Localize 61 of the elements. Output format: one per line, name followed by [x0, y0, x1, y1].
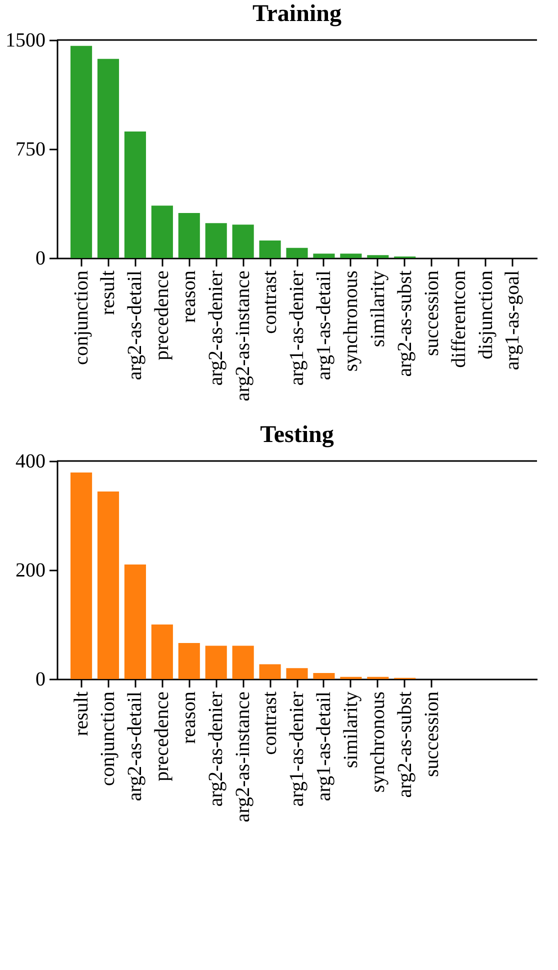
bar — [286, 248, 308, 258]
x-tick-label: contrast — [259, 270, 282, 334]
bar — [205, 646, 227, 679]
y-tick-label: 0 — [36, 668, 46, 690]
x-tick-label: conjunction — [70, 270, 92, 365]
y-tick-label: 1500 — [6, 30, 46, 52]
bar — [151, 206, 173, 258]
x-tick-label: differentcon — [448, 270, 470, 368]
bar — [178, 643, 200, 679]
x-tick-label: arg1-as-detail — [312, 270, 335, 380]
x-tick-label: succession — [420, 270, 443, 356]
x-tick-label: reason — [178, 270, 200, 323]
bar — [205, 223, 227, 258]
x-tick-label: succession — [420, 692, 443, 778]
bar — [124, 564, 146, 679]
bar — [313, 673, 335, 679]
bar — [259, 240, 281, 258]
x-tick-label: precedence — [151, 691, 174, 782]
x-tick-label: arg2-as-subst — [394, 270, 416, 377]
x-tick-label: arg1-as-denier — [286, 270, 308, 386]
x-tick-label: arg2-as-subst — [394, 691, 416, 798]
bar — [286, 668, 308, 679]
x-tick-label: similarity — [366, 270, 389, 348]
x-tick-label: arg2-as-detail — [124, 691, 146, 802]
x-tick-label: arg2-as-denier — [205, 691, 228, 807]
x-tick-label: precedence — [151, 270, 174, 360]
x-tick-label: result — [97, 270, 120, 315]
bar — [70, 46, 92, 258]
x-tick-label: arg2-as-detail — [124, 270, 146, 380]
y-tick-label: 0 — [36, 248, 46, 270]
bar — [70, 472, 92, 679]
bar — [367, 255, 389, 258]
y-tick-label: 750 — [16, 138, 46, 160]
bar — [97, 492, 120, 679]
x-tick-label: reason — [178, 692, 200, 744]
bar — [232, 646, 254, 679]
bar — [178, 212, 200, 258]
x-tick-label: arg2-as-instance — [232, 270, 254, 402]
bar — [340, 254, 362, 258]
bar — [97, 58, 120, 258]
x-tick-label: synchronous — [340, 270, 362, 372]
x-tick-label: arg1-as-denier — [286, 691, 308, 807]
x-tick-label: disjunction — [474, 270, 497, 360]
x-tick-label: arg2-as-instance — [232, 691, 254, 822]
x-tick-label: similarity — [340, 692, 362, 768]
x-tick-label: arg1-as-detail — [312, 691, 335, 802]
x-tick-label: synchronous — [366, 691, 389, 793]
chart-title: Testing — [260, 422, 334, 448]
bar — [151, 624, 173, 679]
bar — [259, 664, 281, 679]
y-tick-label: 400 — [16, 450, 46, 472]
chart-title: Training — [252, 1, 342, 27]
bar — [313, 254, 335, 258]
x-tick-label: arg2-as-denier — [205, 270, 228, 386]
x-tick-label: arg1-as-goal — [502, 270, 524, 370]
bar — [232, 224, 254, 258]
x-tick-label: conjunction — [97, 692, 120, 786]
bar — [124, 132, 146, 258]
y-tick-label: 200 — [16, 560, 46, 582]
x-tick-label: result — [70, 691, 92, 736]
x-tick-label: contrast — [259, 691, 282, 755]
